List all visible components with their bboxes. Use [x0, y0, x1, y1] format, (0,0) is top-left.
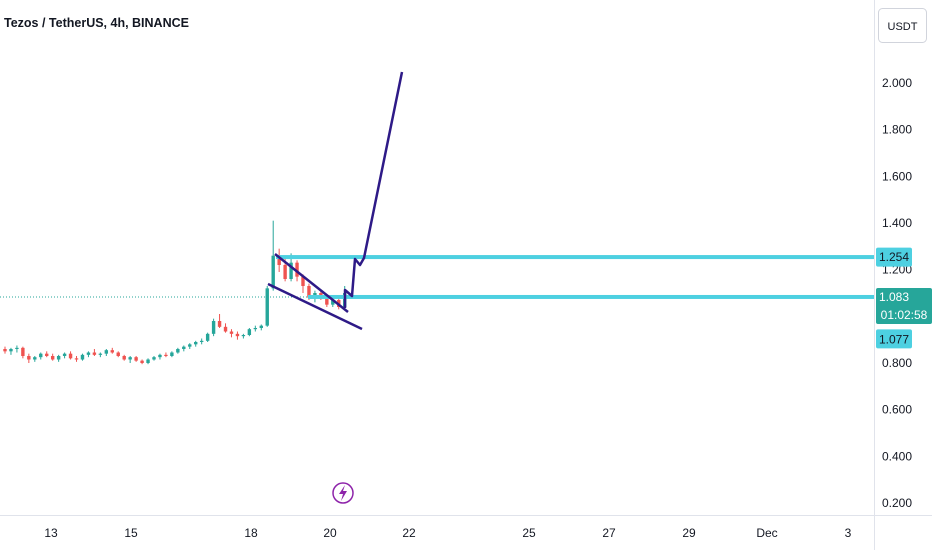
- y-tick-label: 1.800: [882, 123, 912, 137]
- candle: [68, 351, 73, 360]
- lightning-icon[interactable]: [332, 482, 354, 504]
- price-axis[interactable]: 2.0001.8001.6001.4001.2000.8000.6000.400…: [882, 76, 912, 510]
- candle: [50, 353, 55, 361]
- candle: [241, 333, 246, 339]
- candle: [27, 353, 31, 363]
- candle: [194, 340, 198, 347]
- candle: [182, 345, 186, 352]
- y-tick-label: 0.400: [882, 449, 912, 463]
- candle: [45, 351, 49, 358]
- candle: [62, 352, 67, 359]
- y-tick-label: 0.600: [882, 403, 912, 417]
- candle: [74, 356, 79, 362]
- candle: [146, 358, 150, 365]
- x-tick-label: 27: [602, 526, 616, 540]
- candle: [277, 248, 281, 272]
- candle: [9, 347, 13, 355]
- support-badge-label: 1.077: [879, 332, 909, 346]
- candle: [271, 220, 275, 291]
- x-tick-label: 29: [682, 526, 696, 540]
- y-tick-label: 1.400: [882, 216, 912, 230]
- chart-title: Tezos / TetherUS, 4h, BINANCE: [4, 16, 189, 30]
- x-tick-label: Dec: [756, 526, 777, 540]
- wedge-upper-line[interactable]: [274, 253, 349, 313]
- candle: [134, 356, 138, 362]
- candle: [98, 352, 103, 358]
- candle: [3, 346, 7, 354]
- candle: [110, 347, 114, 354]
- resistance-badge: 1.254: [876, 247, 912, 267]
- candle: [205, 332, 210, 342]
- candle: [92, 349, 97, 356]
- candle: [229, 329, 234, 338]
- candle: [21, 346, 25, 359]
- candle: [104, 349, 109, 356]
- x-tick-label: 22: [402, 526, 416, 540]
- candle: [140, 359, 144, 365]
- candle: [259, 324, 263, 331]
- candle: [253, 325, 258, 332]
- candle: [170, 351, 174, 358]
- resistance-badge-label: 1.254: [879, 250, 909, 264]
- candle: [211, 318, 216, 337]
- candle: [86, 351, 91, 358]
- x-tick-label: 13: [44, 526, 58, 540]
- candle: [39, 352, 43, 360]
- candle: [152, 356, 156, 361]
- current-price-label: 1.083: [879, 290, 909, 304]
- time-axis[interactable]: 13 15 18 20 22 25 27 29 Dec 3: [44, 526, 851, 540]
- candle: [223, 323, 228, 333]
- candle: [122, 354, 126, 361]
- candle: [176, 347, 180, 354]
- current-price-badge: 1.083 01:02:58: [876, 287, 932, 324]
- candle: [56, 354, 61, 362]
- candle: [158, 353, 162, 360]
- x-tick-label: 15: [124, 526, 138, 540]
- x-tick-label: 3: [845, 526, 852, 540]
- countdown-label: 01:02:58: [881, 308, 928, 322]
- candle: [188, 343, 192, 349]
- candle: [235, 331, 240, 340]
- y-tick-label: 2.000: [882, 76, 912, 90]
- candles-layer: [3, 220, 347, 365]
- candle: [164, 352, 168, 358]
- support-badge: 1.077: [876, 329, 912, 349]
- candle: [33, 356, 37, 362]
- x-tick-label: 18: [244, 526, 258, 540]
- currency-label: USDT: [888, 21, 918, 33]
- y-tick-label: 0.800: [882, 356, 912, 370]
- candle: [15, 345, 19, 353]
- candle: [247, 328, 252, 337]
- currency-selector[interactable]: [878, 8, 927, 43]
- support-level-line[interactable]: [308, 294, 874, 299]
- resistance-level-line[interactable]: [276, 255, 874, 260]
- x-tick-label: 25: [522, 526, 536, 540]
- y-tick-label: 1.600: [882, 169, 912, 183]
- projection-path[interactable]: [343, 71, 404, 308]
- candle: [199, 338, 204, 345]
- candle: [128, 356, 132, 363]
- x-tick-label: 20: [323, 526, 337, 540]
- y-tick-label: 0.200: [882, 496, 912, 510]
- candle: [80, 353, 85, 361]
- candle: [217, 314, 222, 328]
- candle: [116, 351, 120, 358]
- candle: [265, 286, 269, 327]
- wedge-lower-line[interactable]: [267, 282, 363, 331]
